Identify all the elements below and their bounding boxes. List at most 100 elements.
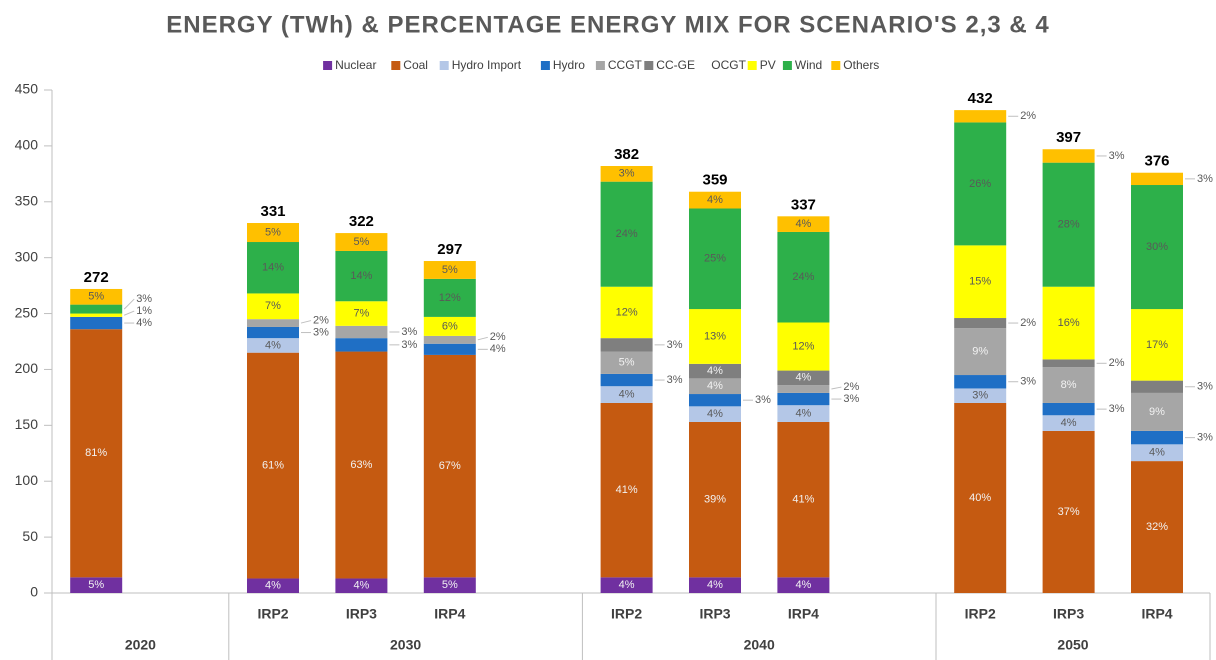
percent-label: 41% bbox=[616, 484, 638, 496]
legend-swatch bbox=[782, 61, 792, 70]
total-label: 376 bbox=[1144, 153, 1169, 170]
percent-label: 81% bbox=[85, 447, 107, 459]
bar-segment bbox=[689, 378, 741, 395]
bar-segment bbox=[70, 288, 123, 305]
percent-label: 5% bbox=[88, 291, 104, 303]
x-tick-label: IRP2 bbox=[611, 606, 642, 622]
percent-label: 4% bbox=[619, 389, 635, 401]
bar-segment bbox=[1042, 162, 1095, 287]
bar-segment bbox=[1131, 461, 1183, 593]
percent-label: 3% bbox=[401, 326, 417, 338]
percent-label: 61% bbox=[262, 459, 284, 471]
bar-segment bbox=[777, 370, 830, 386]
legend-label: Others bbox=[843, 58, 879, 72]
bar-segment bbox=[777, 421, 830, 578]
percent-label: 3% bbox=[755, 394, 771, 406]
bar-segment bbox=[777, 577, 830, 593]
bar-segment bbox=[777, 385, 830, 393]
percent-label: 24% bbox=[616, 228, 638, 240]
percent-label: 39% bbox=[704, 494, 726, 506]
percent-label: 12% bbox=[616, 306, 638, 318]
bar-segment bbox=[777, 231, 830, 323]
percent-label: 28% bbox=[1058, 219, 1080, 231]
percent-label: 3% bbox=[313, 326, 329, 338]
x-tick-label: IRP3 bbox=[1053, 606, 1084, 622]
percent-label: 7% bbox=[353, 307, 369, 319]
legend-swatch bbox=[644, 61, 654, 70]
bar-segment bbox=[1042, 149, 1095, 163]
percent-label: 5% bbox=[353, 236, 369, 248]
group-label: 2040 bbox=[744, 637, 775, 653]
bar-segment bbox=[689, 394, 741, 407]
bar-segment bbox=[777, 322, 830, 371]
bar-segment bbox=[600, 373, 653, 387]
bar-segment bbox=[335, 250, 388, 302]
bar-segment bbox=[954, 328, 1007, 376]
bar-segment bbox=[247, 223, 299, 243]
total-label: 432 bbox=[968, 90, 993, 107]
total-label: 359 bbox=[702, 172, 727, 189]
group-label: 2050 bbox=[1057, 637, 1088, 653]
leader-line bbox=[300, 320, 312, 324]
bar-segment bbox=[247, 338, 299, 353]
y-tick-label: 200 bbox=[15, 360, 39, 376]
bar-segment bbox=[335, 325, 388, 339]
legend-swatch bbox=[439, 61, 449, 70]
percent-label: 4% bbox=[265, 339, 281, 351]
bar-segment bbox=[689, 309, 741, 364]
total-label: 297 bbox=[437, 241, 462, 258]
legend-swatch bbox=[391, 61, 401, 70]
percent-label: 37% bbox=[1058, 506, 1080, 518]
x-tick-label: IRP4 bbox=[434, 606, 465, 622]
bar-segment bbox=[689, 191, 741, 209]
percent-label: 2% bbox=[313, 314, 329, 326]
bar-segment bbox=[1131, 380, 1183, 393]
percent-label: 6% bbox=[442, 320, 458, 332]
percent-label: 4% bbox=[1061, 417, 1077, 429]
percent-label: 17% bbox=[1146, 339, 1168, 351]
x-tick-label: IRP4 bbox=[788, 606, 819, 622]
percent-label: 3% bbox=[1109, 150, 1125, 162]
percent-label: 4% bbox=[353, 580, 369, 592]
bar-segment bbox=[600, 386, 653, 403]
legend-swatch bbox=[595, 61, 605, 70]
bar-segment bbox=[600, 338, 653, 352]
bar-segment bbox=[70, 329, 123, 578]
bar-segment bbox=[247, 242, 299, 294]
percent-label: 4% bbox=[795, 372, 811, 384]
bar-segment bbox=[335, 351, 388, 579]
percent-label: 2% bbox=[1109, 357, 1125, 369]
percent-label: 4% bbox=[795, 408, 811, 420]
percent-label: 8% bbox=[1061, 379, 1077, 391]
percent-label: 4% bbox=[707, 380, 723, 392]
legend-label: Hydro Import bbox=[452, 58, 522, 72]
percent-label: 32% bbox=[1146, 521, 1168, 533]
percent-label: 4% bbox=[795, 579, 811, 591]
x-tick-label: IRP3 bbox=[346, 606, 377, 622]
percent-label: 4% bbox=[707, 579, 723, 591]
percent-label: 3% bbox=[1197, 173, 1213, 185]
bar-segment bbox=[247, 352, 299, 579]
bar-segment bbox=[689, 208, 741, 310]
y-tick-label: 50 bbox=[22, 528, 38, 544]
bar-segment bbox=[423, 335, 476, 344]
y-tick-label: 250 bbox=[15, 304, 39, 320]
percent-label: 3% bbox=[667, 339, 683, 351]
percent-label: 15% bbox=[969, 276, 991, 288]
percent-label: 4% bbox=[490, 343, 506, 355]
percent-label: 3% bbox=[843, 393, 859, 405]
percent-label: 2% bbox=[1020, 110, 1036, 122]
percent-label: 3% bbox=[972, 390, 988, 402]
percent-label: 5% bbox=[619, 357, 635, 369]
percent-label: 9% bbox=[972, 345, 988, 357]
bar-segment bbox=[335, 578, 388, 593]
percent-label: 41% bbox=[792, 494, 814, 506]
bar-segment bbox=[954, 318, 1007, 329]
percent-label: 5% bbox=[265, 226, 281, 238]
bar-segment bbox=[70, 316, 123, 330]
bar-segment bbox=[1131, 185, 1183, 310]
y-tick-label: 450 bbox=[15, 81, 39, 97]
bar-segment bbox=[335, 338, 388, 352]
percent-label: 5% bbox=[442, 579, 458, 591]
bar-segment bbox=[954, 110, 1007, 123]
